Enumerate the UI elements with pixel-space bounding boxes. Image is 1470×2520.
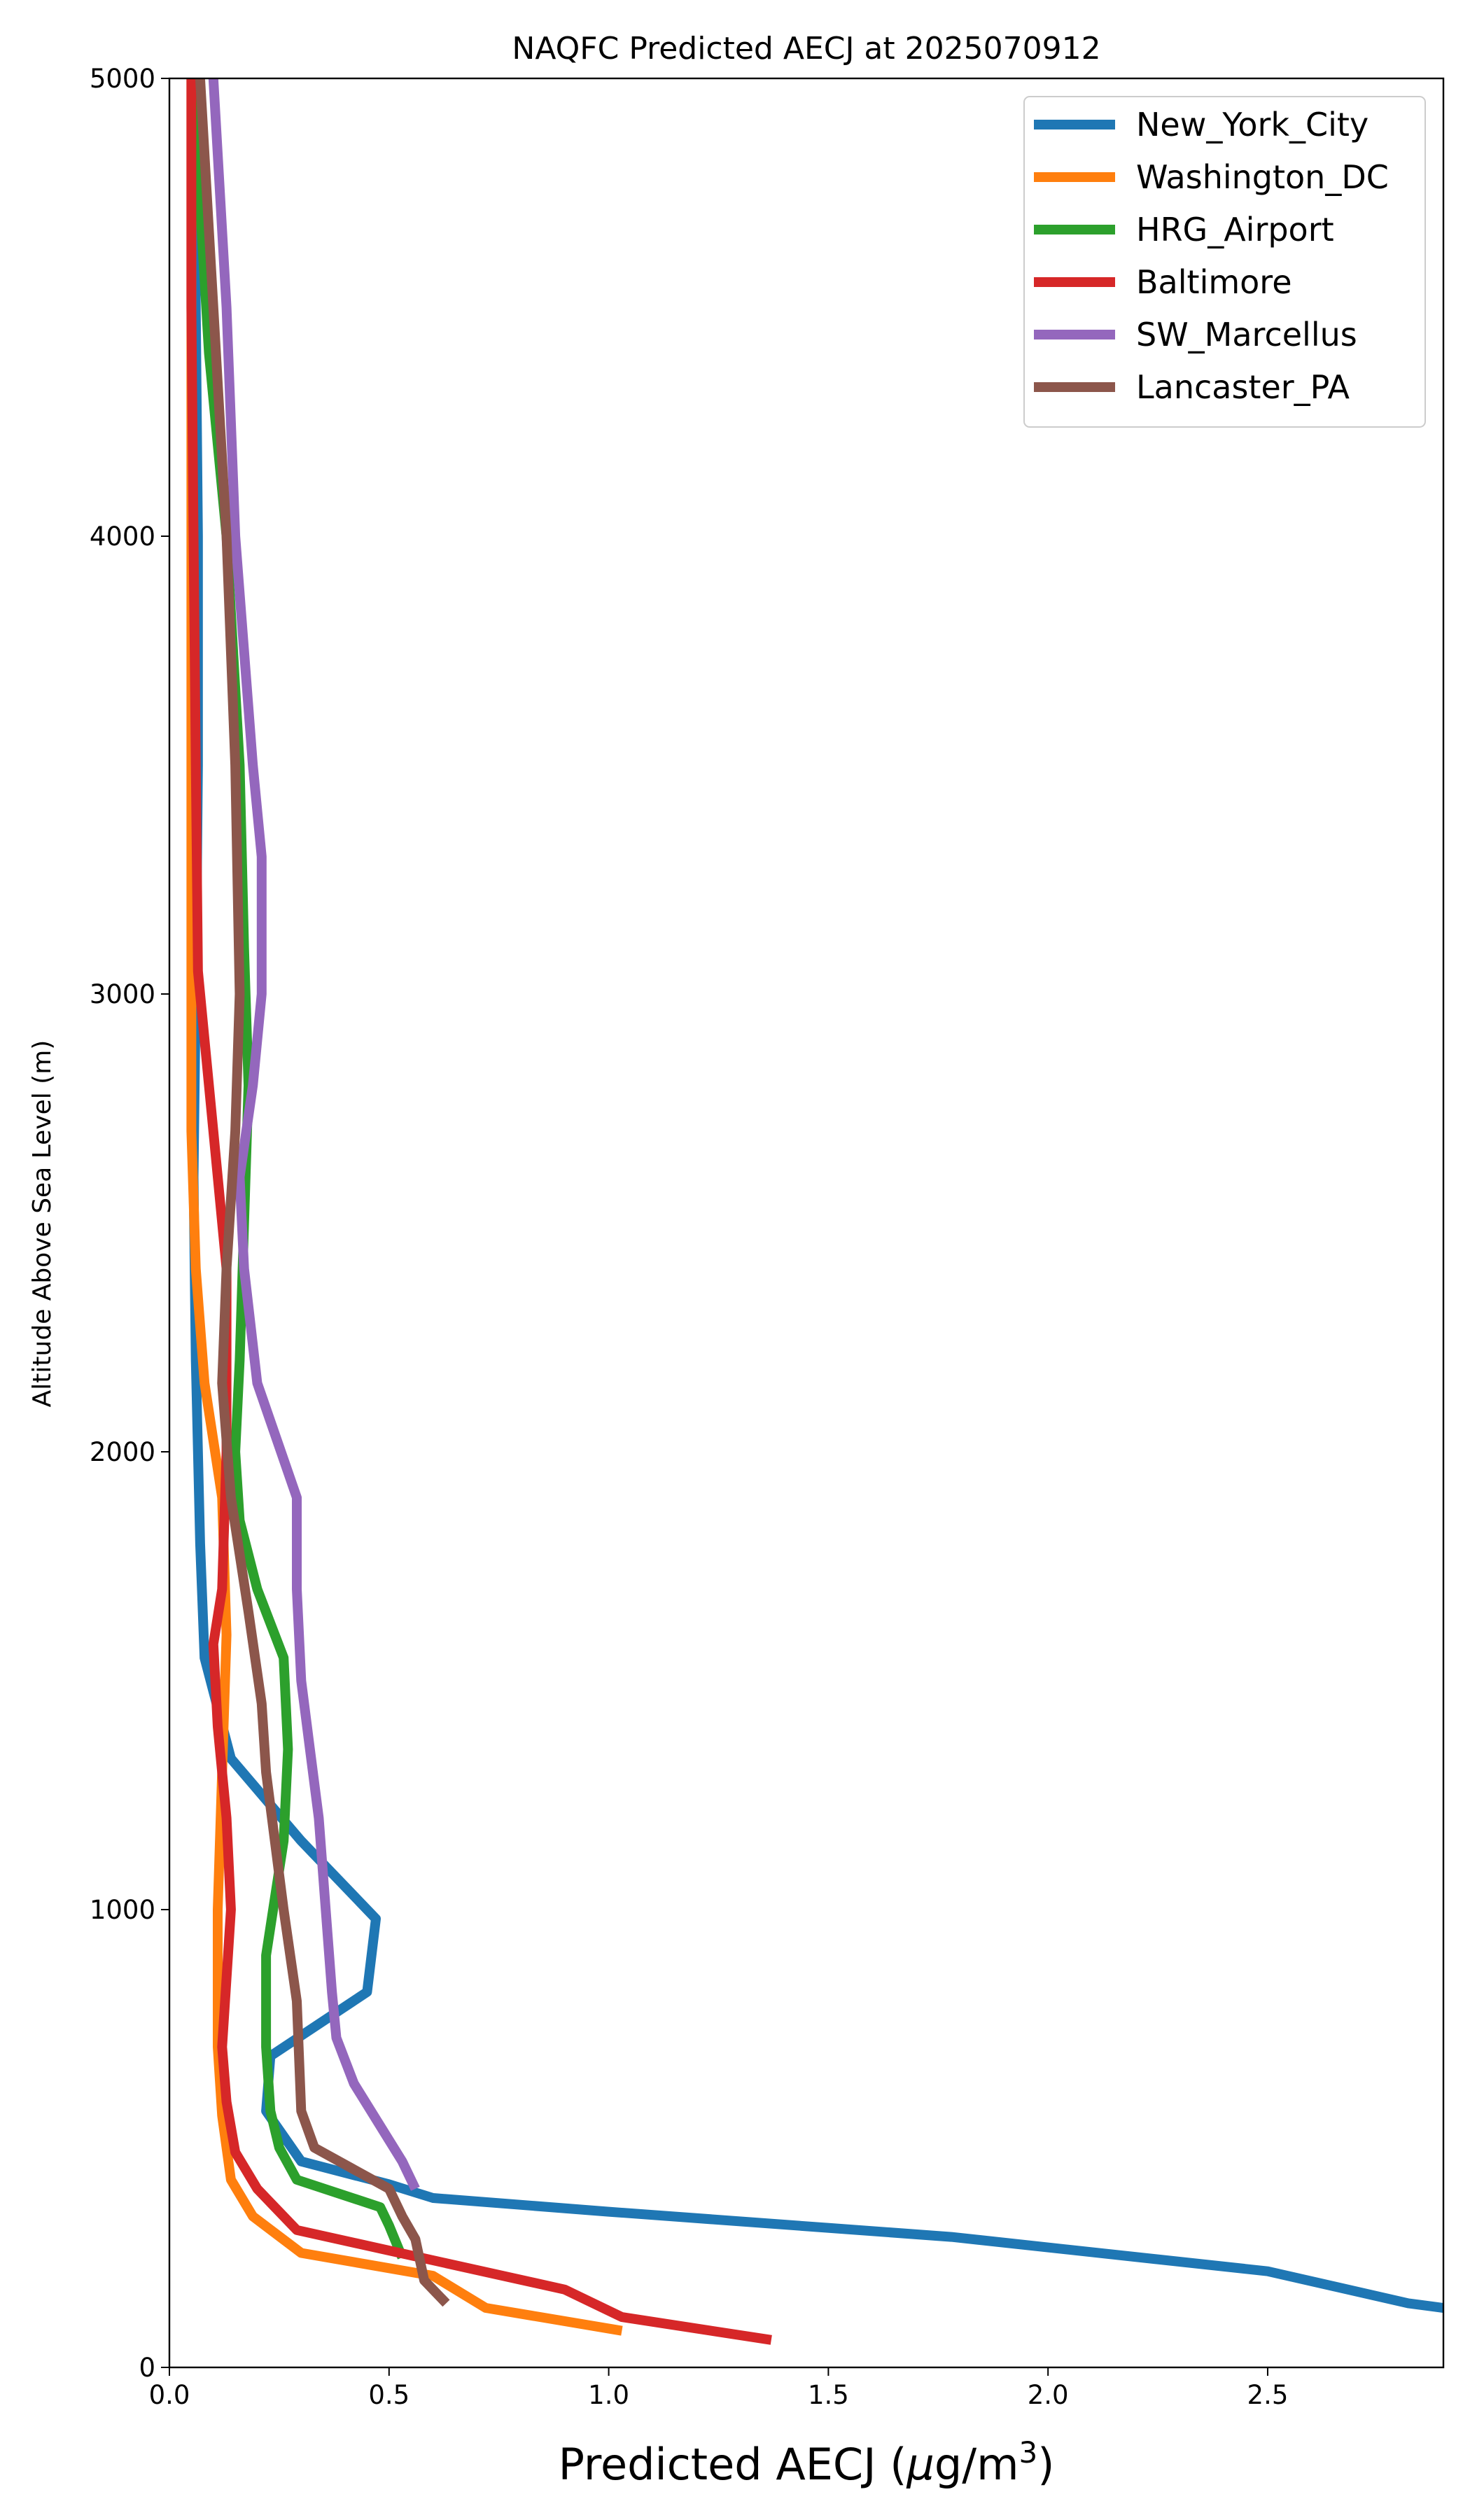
x-axis-label-main: Predicted AECJ ( (559, 2439, 907, 2490)
x-axis-label-close: ) (1037, 2439, 1054, 2490)
legend-box (1023, 96, 1426, 428)
legend-label-lancaster-pa: Lancaster_PA (1136, 368, 1350, 406)
x-tick-label: 1.5 (808, 2380, 849, 2410)
plot-frame (168, 77, 1445, 2369)
series-line-sw-marcellus (208, 78, 420, 2191)
y-tick-label: 2000 (90, 1437, 155, 1467)
y-tick-label: 3000 (90, 979, 155, 1009)
chart-title: NAQFC Predicted AECJ at 2025070912 (512, 31, 1100, 66)
legend-label-new-york-city: New_York_City (1136, 106, 1368, 144)
x-tick-label: 0.0 (149, 2380, 190, 2410)
y-tick-label: 0 (139, 2353, 155, 2383)
x-tick-label: 0.5 (368, 2380, 410, 2410)
x-tick-label: 2.0 (1028, 2380, 1069, 2410)
y-axis-label: Altitude Above Sea Level (m) (28, 1040, 57, 1408)
series-line-baltimore (186, 78, 772, 2345)
legend-label-baltimore: Baltimore (1136, 263, 1292, 301)
axis-ticks: 0.0 0.5 1.0 1.5 2.0 2.5 0 1000 2000 3000 4000 5000 (90, 64, 1289, 2410)
x-tick-label: 1.0 (588, 2380, 629, 2410)
y-tick-label: 1000 (90, 1895, 155, 1925)
legend-label-hrg-airport: HRG_Airport (1136, 211, 1334, 248)
x-axis-label-mu: μ (906, 2439, 934, 2490)
x-axis-label: Predicted AECJ (μg/m3) (559, 2435, 1055, 2491)
series-line-lancaster-pa (195, 78, 450, 2307)
legend: New_York_City Washington_DC HRG_Airport Bal… (1023, 96, 1426, 428)
legend-label-sw-marcellus: SW_Marcellus (1136, 316, 1357, 354)
legend-label-washington-dc: Washington_DC (1136, 158, 1389, 196)
y-tick-label: 5000 (90, 64, 155, 94)
x-axis-label-sup: 3 (1018, 2435, 1037, 2470)
y-tick-label: 4000 (90, 522, 155, 552)
x-axis-label-unit: g/m (934, 2439, 1019, 2490)
x-tick-label: 2.5 (1247, 2380, 1289, 2410)
series-layer (186, 78, 1443, 2345)
